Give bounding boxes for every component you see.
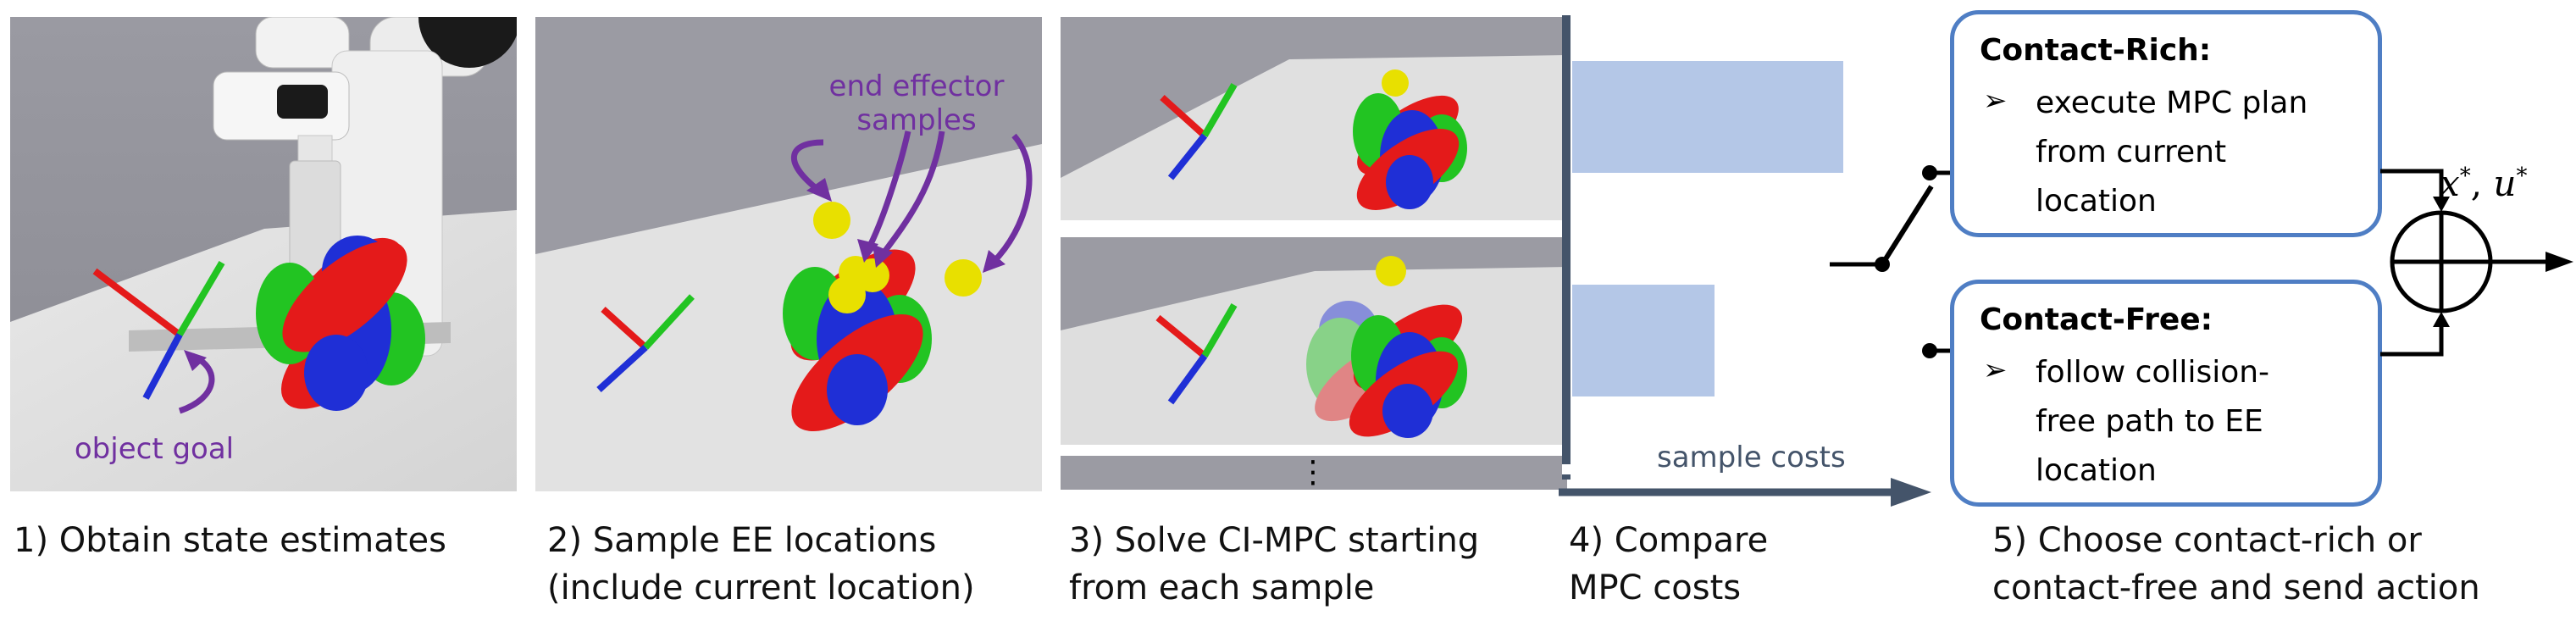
panel-1-scene	[10, 17, 517, 491]
end-effector-samples-label: end effector samples	[828, 69, 1005, 137]
contact-free-box: Contact-Free: ➢ follow collision- free p…	[1950, 280, 2382, 507]
cost-axis-line	[1562, 15, 1571, 480]
summing-junction-diagram	[2380, 169, 2573, 357]
cost-bar-2	[1572, 285, 1715, 396]
panel-3-scene-bottom	[1061, 237, 1567, 445]
object-goal-label: object goal	[74, 432, 235, 466]
panel-3-scene-top	[1061, 17, 1567, 220]
step-1-caption: 1) Obtain state estimates	[14, 521, 446, 560]
cost-axis-dash	[1562, 464, 1571, 474]
sample-costs-label: sample costs	[1657, 441, 1846, 474]
output-u: u	[2493, 163, 2517, 204]
output-action-label: x*, u*	[2440, 163, 2527, 204]
contact-free-bullet-icon: ➢	[1983, 353, 2008, 387]
output-u-star: *	[2516, 164, 2528, 189]
contact-rich-bullet-icon: ➢	[1983, 84, 2008, 118]
output-x-star: *	[2459, 164, 2471, 189]
output-comma: ,	[2470, 163, 2494, 204]
step-3-caption: 3) Solve CI-MPC starting from each sampl…	[1069, 521, 1480, 607]
output-x: x	[2440, 163, 2460, 204]
panel-3-more-bar	[1061, 456, 1567, 490]
contact-rich-title: Contact-Rich:	[1980, 33, 2212, 68]
sample-costs-arrow	[1559, 478, 1931, 507]
panel-2-scene	[535, 17, 1042, 491]
contact-rich-box: Contact-Rich: ➢ execute MPC plan from cu…	[1950, 10, 2382, 237]
step-4-caption: 4) Compare MPC costs	[1569, 521, 1769, 607]
more-samples-ellipsis: ⋮	[1298, 455, 1328, 490]
contact-rich-description: execute MPC plan from current location	[2036, 86, 2308, 219]
cost-bar-1	[1572, 61, 1843, 173]
contact-free-title: Contact-Free:	[1980, 302, 2213, 337]
contact-free-description: follow collision- free path to EE locati…	[2036, 355, 2270, 488]
step-2-caption: 2) Sample EE locations (include current …	[547, 521, 975, 607]
step-5-caption: 5) Choose contact-rich or contact-free a…	[1992, 521, 2480, 607]
